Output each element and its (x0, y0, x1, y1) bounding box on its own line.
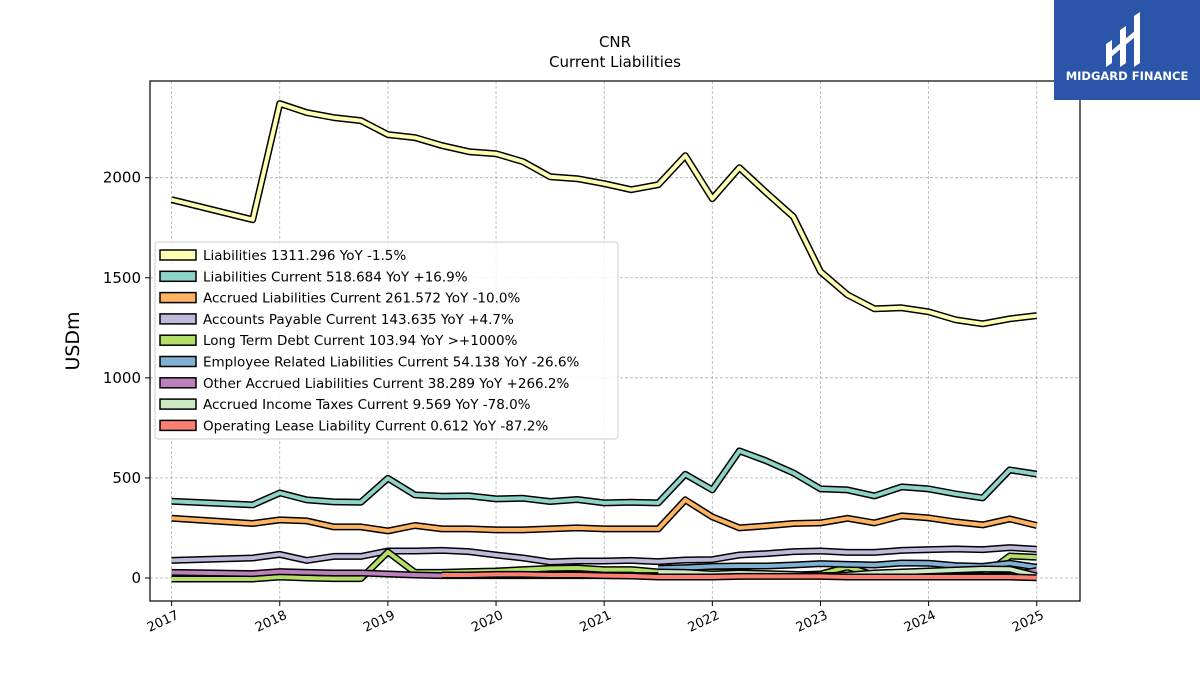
legend-swatch (159, 419, 197, 432)
legend-label: Other Accrued Liabilities Current 38.289… (203, 376, 570, 392)
chart-title: CNR (599, 33, 631, 51)
series-lines (170, 100, 1038, 583)
series-line (171, 544, 1037, 566)
x-tick-label: 2019 (361, 608, 397, 636)
series-line-stroke (171, 448, 1038, 507)
legend-label: Employee Related Liabilities Current 54.… (203, 355, 579, 371)
legend-swatch (159, 377, 197, 389)
y-tick-label: 1500 (103, 269, 141, 287)
y-tick-label: 1000 (103, 369, 141, 387)
legend-label: Liabilities Current 518.684 YoY +16.9% (203, 269, 468, 285)
chart-subtitle: Current Liabilities (549, 53, 681, 71)
legend-swatch (159, 270, 197, 283)
series-line (170, 100, 1038, 328)
legend-item: Liabilities Current 518.684 YoY +16.9% (159, 269, 468, 285)
y-tick-label: 0 (131, 569, 141, 587)
series-line (171, 496, 1038, 535)
series-line (442, 570, 1037, 582)
y-tick-label: 2000 (103, 169, 141, 187)
legend-label: Operating Lease Liability Current 0.612 … (203, 418, 548, 434)
legend-swatch (159, 334, 197, 346)
legend-item: Accounts Payable Current 143.635 YoY +4.… (159, 312, 514, 328)
x-tick-label: 2020 (469, 608, 505, 636)
legend-item: Long Term Debt Current 103.94 YoY >+1000… (159, 333, 518, 349)
series-line-stroke (171, 545, 1037, 564)
series-line-stroke (442, 572, 1037, 580)
x-tick-label: 2024 (902, 608, 938, 636)
x-tick-label: 2022 (686, 608, 722, 636)
legend-label: Liabilities 1311.296 YoY -1.5% (203, 248, 406, 264)
legend-item: Operating Lease Liability Current 0.612 … (159, 418, 548, 434)
x-tick-label: 2018 (253, 608, 289, 636)
x-tick-label: 2021 (578, 608, 614, 636)
legend-item: Liabilities 1311.296 YoY -1.5% (159, 248, 406, 264)
legend-item: Accrued Income Taxes Current 9.569 YoY -… (159, 397, 531, 413)
y-tick-label: 500 (112, 469, 141, 487)
legend-swatch (159, 398, 197, 410)
legend-swatch (159, 291, 197, 304)
series-line (171, 447, 1038, 509)
legend-label: Accounts Payable Current 143.635 YoY +4.… (203, 312, 514, 328)
legend-item: Accrued Liabilities Current 261.572 YoY … (159, 291, 520, 307)
y-axis-label: USDm (62, 311, 84, 370)
legend-swatch (159, 355, 197, 368)
brand-logo: MIDGARD FINANCE (1054, 0, 1200, 100)
series-line-stroke (171, 101, 1037, 326)
legend-swatch (159, 313, 197, 325)
brand-name: MIDGARD FINANCE (1065, 69, 1189, 83)
x-tick-label: 2025 (1010, 608, 1046, 636)
legend-label: Accrued Liabilities Current 261.572 YoY … (203, 291, 520, 307)
legend-box (154, 241, 619, 440)
plot-area-frame (149, 80, 1081, 602)
x-tick-label: 2023 (794, 608, 830, 636)
legend-item: Employee Related Liabilities Current 54.… (159, 355, 579, 371)
legend: Liabilities 1311.296 YoY -1.5% Liabilitie… (154, 241, 619, 440)
legend-item: Other Accrued Liabilities Current 38.289… (159, 376, 570, 392)
x-tick-label: 2017 (145, 608, 181, 636)
legend-swatch (159, 249, 197, 261)
legend-label: Accrued Income Taxes Current 9.569 YoY -… (203, 397, 531, 413)
series-line-stroke (171, 497, 1038, 533)
legend-label: Long Term Debt Current 103.94 YoY >+1000… (203, 333, 518, 349)
midgard-logo-icon (1106, 12, 1140, 67)
